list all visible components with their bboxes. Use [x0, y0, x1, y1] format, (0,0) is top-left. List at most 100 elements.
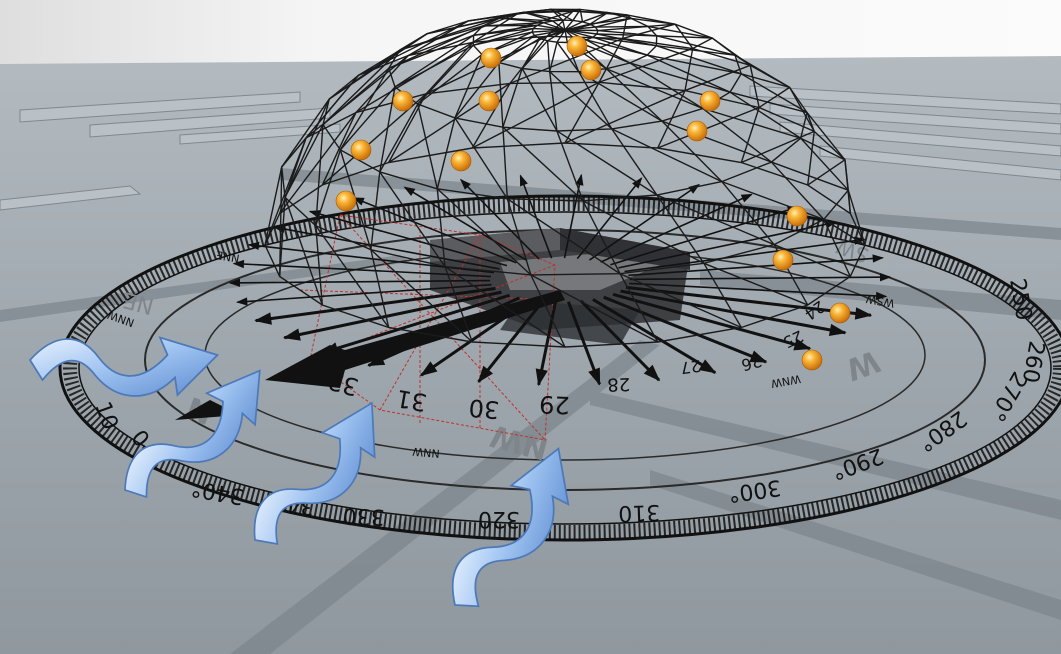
- sun-ray: [460, 179, 540, 260]
- dome-strut: [546, 40, 551, 72]
- dome-strut: [399, 17, 501, 51]
- sun-orb-icon: [686, 120, 708, 142]
- dome-strut: [629, 62, 731, 93]
- sun-ray-head: [459, 178, 471, 190]
- sun-ray-head: [403, 186, 416, 196]
- sun-ray: [404, 186, 528, 262]
- dome-strut: [328, 33, 428, 100]
- sun-orb-icon: [786, 205, 808, 227]
- dome-strut: [556, 130, 658, 196]
- dome-strut: [284, 124, 324, 198]
- dome-strut: [498, 62, 504, 128]
- dome-strut: [279, 112, 357, 214]
- dome-strut: [502, 126, 584, 202]
- dome-strut: [322, 67, 390, 126]
- dome-strut: [499, 17, 553, 22]
- sun-ray-head: [828, 323, 847, 337]
- dome-strut: [521, 40, 549, 69]
- dome-strut: [264, 166, 283, 246]
- dome-strut: [597, 25, 649, 32]
- dome-strut: [647, 54, 742, 75]
- dome-strut: [647, 25, 713, 39]
- sun-ray-head: [854, 307, 873, 320]
- sun-ray: [519, 175, 553, 259]
- dome-strut: [800, 137, 846, 161]
- sun-orb-icon: [699, 90, 721, 112]
- sun-ray: [579, 299, 661, 382]
- direction-label: NNE: [215, 248, 240, 265]
- dome-strut: [578, 71, 613, 130]
- sun-ray: [284, 290, 502, 340]
- dome-strut: [656, 194, 705, 264]
- dome-strut: [339, 86, 396, 151]
- dome-strut: [509, 37, 623, 85]
- sun-ray-head: [235, 297, 248, 306]
- direction-label: NNW: [412, 445, 440, 460]
- dome-strut: [740, 107, 760, 163]
- dome-strut: [611, 128, 658, 196]
- dome-strut: [656, 45, 742, 75]
- dome-strut: [823, 219, 851, 277]
- dome-strut: [549, 71, 613, 130]
- sun-ray-head: [519, 174, 528, 187]
- sun-orb-icon: [566, 35, 588, 57]
- degree-label: 320: [478, 506, 520, 531]
- wind-flow-icon: [451, 446, 570, 608]
- dome-strut: [729, 91, 808, 114]
- dome-strut: [425, 41, 474, 95]
- dome-strut: [656, 45, 736, 56]
- sun-ray-head: [282, 328, 301, 341]
- dome-strut: [734, 54, 790, 88]
- dome-strut: [800, 137, 849, 191]
- dome-strut: [436, 117, 456, 189]
- dome-strut: [454, 54, 483, 119]
- dome-strut: [847, 190, 852, 214]
- sun-ray: [612, 292, 811, 351]
- sun-ray: [624, 238, 865, 273]
- sun-ray-head: [477, 365, 494, 383]
- dome-strut: [586, 39, 648, 56]
- dome-strut: [370, 249, 390, 328]
- dome-strut: [284, 197, 323, 306]
- sun-orb-icon: [478, 90, 500, 112]
- dome-strut: [807, 159, 846, 186]
- sun-orb-icon: [801, 349, 823, 371]
- day-label: 26: [739, 351, 764, 375]
- day-label: 27: [679, 356, 702, 378]
- dome-strut: [379, 86, 396, 173]
- dome-strut: [596, 33, 657, 37]
- dome-strut: [823, 218, 866, 246]
- dome-strut: [771, 161, 849, 191]
- dome-strut: [619, 273, 659, 343]
- sun-ray: [600, 193, 752, 263]
- dome-strut: [740, 73, 808, 114]
- wind-flow-icon: [28, 336, 220, 397]
- dome-strut: [547, 29, 566, 42]
- dome-strut: [536, 24, 566, 31]
- wind-flow-icon: [124, 369, 261, 499]
- dome-strut: [436, 188, 446, 267]
- dome-strut: [549, 71, 558, 132]
- dome-strut: [358, 20, 469, 76]
- dome-strut: [471, 83, 511, 149]
- dome-strut: [502, 127, 509, 199]
- dome-strut: [278, 166, 283, 277]
- dome-strut: [473, 27, 534, 46]
- dome-strut: [702, 107, 772, 163]
- dome-strut: [741, 130, 815, 164]
- dome-strut: [388, 34, 474, 69]
- dome-strut: [656, 35, 736, 56]
- sun-ray: [353, 197, 517, 264]
- sun-ray-head: [698, 359, 717, 374]
- sun-ray-head: [247, 241, 260, 251]
- sun-orb-icon: [829, 302, 851, 324]
- dome-strut: [572, 9, 581, 21]
- dome-strut: [444, 265, 566, 348]
- day-label: 31: [394, 384, 429, 417]
- dome-strut: [550, 8, 564, 21]
- geodesic-dome: [264, 8, 866, 348]
- dome-strut: [629, 62, 704, 110]
- dome-strut: [355, 55, 409, 114]
- sun-ray-head: [793, 338, 812, 351]
- sun-ray-head: [228, 278, 241, 287]
